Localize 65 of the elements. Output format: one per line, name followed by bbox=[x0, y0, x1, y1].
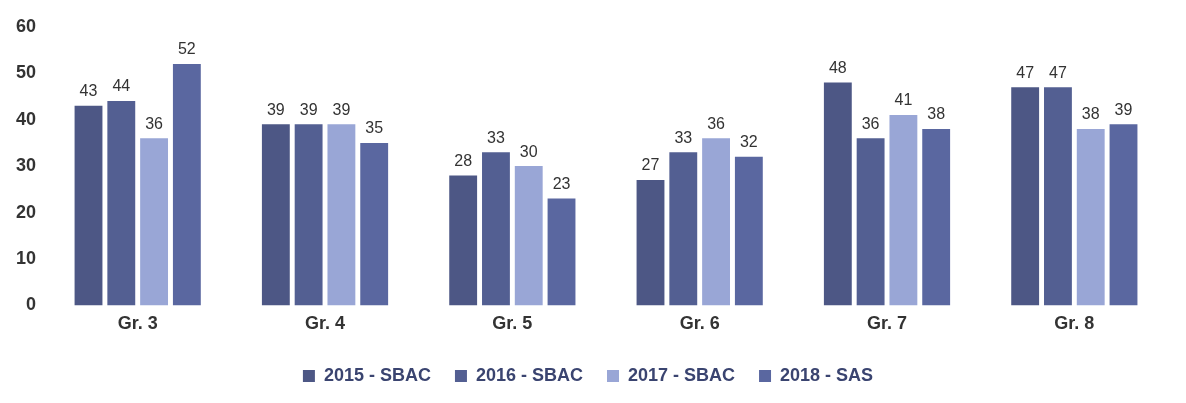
data-label: 33 bbox=[674, 128, 693, 146]
data-label: 27 bbox=[641, 156, 660, 174]
bar bbox=[636, 180, 665, 306]
data-label: 36 bbox=[145, 114, 164, 132]
legend-label: 2018 - SAS bbox=[780, 364, 874, 385]
data-label: 36 bbox=[861, 114, 880, 132]
data-label: 39 bbox=[266, 100, 285, 118]
bar bbox=[449, 175, 478, 306]
data-label: 39 bbox=[299, 100, 318, 118]
y-tick-label: 50 bbox=[15, 62, 37, 83]
data-label: 47 bbox=[1016, 63, 1035, 81]
bar bbox=[1109, 124, 1138, 306]
y-tick-label: 20 bbox=[15, 201, 37, 222]
legend-label: 2017 - SBAC bbox=[628, 364, 736, 385]
data-label: 52 bbox=[177, 40, 196, 58]
data-label: 44 bbox=[112, 77, 131, 95]
bar bbox=[294, 124, 323, 306]
bar bbox=[172, 63, 201, 306]
data-label: 36 bbox=[707, 114, 726, 132]
data-label: 35 bbox=[365, 119, 384, 137]
y-tick-label: 30 bbox=[15, 155, 37, 176]
bar bbox=[702, 138, 730, 306]
x-tick-label: Gr. 4 bbox=[305, 313, 346, 334]
x-tick-label: Gr. 7 bbox=[866, 313, 908, 334]
bar bbox=[140, 138, 169, 306]
bar bbox=[482, 152, 510, 306]
bar bbox=[74, 105, 103, 306]
data-label: 39 bbox=[1114, 100, 1133, 118]
y-tick-label: 10 bbox=[15, 247, 37, 268]
data-label: 41 bbox=[894, 91, 913, 109]
x-tick-label: Gr. 8 bbox=[1054, 313, 1095, 334]
y-tick-label: 0 bbox=[26, 294, 37, 315]
data-label: 28 bbox=[454, 151, 473, 169]
bar bbox=[261, 124, 290, 306]
bar bbox=[514, 166, 543, 306]
x-tick-label: Gr. 6 bbox=[679, 313, 720, 334]
data-label: 39 bbox=[332, 100, 351, 118]
data-label: 48 bbox=[828, 58, 847, 76]
bar bbox=[1011, 87, 1040, 306]
data-label: 43 bbox=[79, 82, 98, 100]
data-label: 33 bbox=[487, 128, 505, 146]
data-label: 47 bbox=[1049, 63, 1067, 81]
data-label: 30 bbox=[519, 142, 538, 160]
data-label: 38 bbox=[1081, 105, 1100, 123]
y-tick-label: 60 bbox=[15, 15, 37, 36]
bar bbox=[1044, 87, 1072, 306]
bar bbox=[669, 152, 698, 306]
bar bbox=[547, 198, 576, 306]
data-label: 23 bbox=[552, 175, 571, 193]
bar bbox=[856, 138, 885, 306]
bar bbox=[327, 124, 356, 306]
bar bbox=[922, 128, 951, 306]
bar bbox=[823, 82, 852, 306]
x-tick-label: Gr. 3 bbox=[117, 313, 158, 334]
bar bbox=[360, 142, 389, 306]
y-tick-label: 40 bbox=[15, 108, 37, 129]
data-label: 38 bbox=[927, 105, 946, 123]
bar bbox=[1076, 128, 1105, 306]
bar bbox=[734, 156, 763, 306]
bar bbox=[889, 115, 918, 306]
data-label: 32 bbox=[739, 133, 758, 151]
x-tick-label: Gr. 5 bbox=[492, 313, 533, 334]
legend-label: 2016 - SBAC bbox=[475, 364, 583, 385]
legend-label: 2015 - SBAC bbox=[323, 364, 431, 385]
bar bbox=[107, 101, 136, 306]
